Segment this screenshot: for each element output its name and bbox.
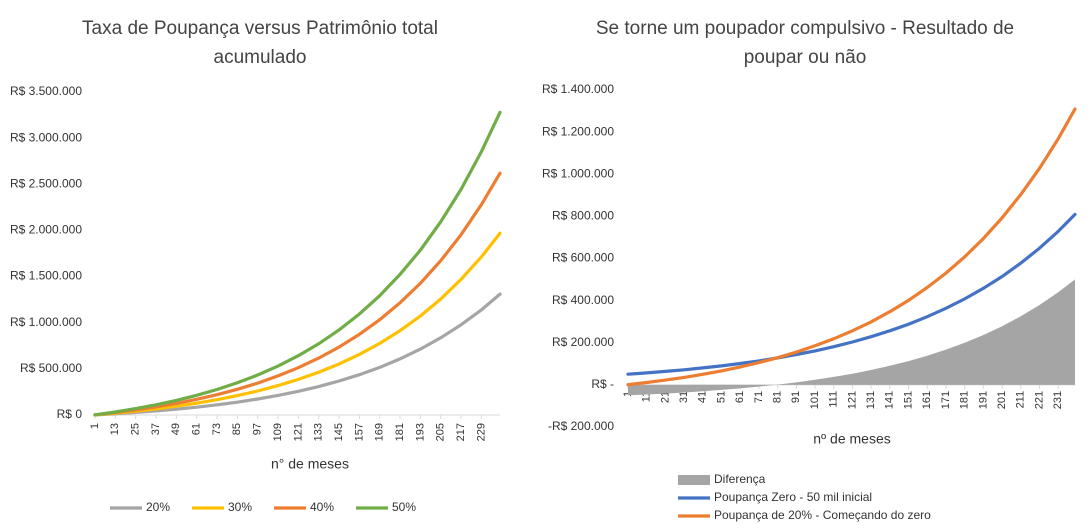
x-tick-label: 145 [333, 423, 345, 441]
x-tick-label: 25 [130, 423, 142, 435]
line [626, 107, 1077, 387]
x-tick-label: 171 [940, 391, 952, 409]
line [93, 110, 502, 417]
x-tick-label: 193 [414, 423, 426, 441]
x-tick-label: 141 [884, 391, 896, 409]
y-tick-label: R$ 1.000.000 [542, 166, 614, 180]
x-tick-label: 201 [996, 391, 1008, 409]
y-tick-label: R$ 2.500.000 [10, 176, 82, 190]
y-tick-label: R$ 0 [57, 407, 83, 421]
line [93, 231, 502, 417]
x-tick-label: 217 [455, 423, 467, 441]
x-tick-label: 157 [353, 423, 365, 441]
x-tick-label: 205 [435, 423, 447, 441]
x-tick-label: 51 [715, 391, 727, 403]
x-tick-label: 169 [374, 423, 386, 441]
chart-title: Se torne um poupador compulsivo - Result… [595, 18, 1015, 68]
y-tick-label: R$ 2.000.000 [10, 223, 82, 237]
x-tick-label: 37 [150, 423, 162, 435]
y-tick-label: R$ 600.000 [552, 251, 614, 265]
x-tick-label: 121 [292, 423, 304, 441]
x-axis-label: nº de meses [813, 431, 891, 447]
x-tick-label: 61 [734, 391, 746, 403]
y-tick-label: R$ 1.200.000 [542, 124, 614, 138]
legend-label: 40% [310, 500, 334, 514]
x-tick-label: 97 [252, 423, 264, 435]
x-tick-label: 101 [809, 391, 821, 409]
x-tick-label: 71 [753, 391, 765, 403]
chart-title: Taxa de Poupança versus Patrimônio total… [82, 18, 438, 68]
x-tick-label: 61 [191, 423, 203, 435]
x-tick-label: 133 [313, 423, 325, 441]
y-tick-label: R$ - [591, 377, 614, 391]
y-tick-label: R$ 3.000.000 [10, 130, 82, 144]
x-tick-label: 109 [272, 423, 284, 441]
x-tick-label: 31 [678, 391, 690, 403]
x-tick-label: 49 [170, 423, 182, 435]
x-tick-label: 81 [772, 391, 784, 403]
legend-label: 50% [392, 500, 416, 514]
x-tick-label: 151 [902, 391, 914, 409]
legend-label: Diferença [714, 472, 766, 486]
x-tick-label: 85 [231, 423, 243, 435]
x-tick-label: 21 [659, 391, 671, 403]
area [628, 279, 1075, 396]
x-tick-label: 13 [109, 423, 121, 435]
y-tick-label: R$ 800.000 [552, 209, 614, 223]
x-tick-label: 1 [89, 423, 101, 429]
legend-label: Poupança de 20% - Começando do zero [714, 508, 931, 522]
x-tick-label: 211 [1015, 391, 1027, 409]
y-tick-label: -R$ 200.000 [548, 419, 614, 433]
y-tick-label: R$ 400.000 [552, 293, 614, 307]
x-tick-label: 1 [622, 391, 634, 397]
x-tick-label: 221 [1033, 391, 1045, 409]
x-tick-label: 11 [641, 391, 653, 402]
y-tick-label: R$ 200.000 [552, 335, 614, 349]
x-tick-label: 161 [921, 391, 933, 409]
x-tick-label: 131 [865, 391, 877, 409]
y-tick-label: R$ 1.500.000 [10, 269, 82, 283]
x-tick-label: 231 [1052, 391, 1064, 409]
y-tick-label: R$ 1.000.000 [10, 315, 82, 329]
y-tick-label: R$ 500.000 [20, 361, 82, 375]
x-tick-label: 111 [828, 391, 840, 408]
y-tick-label: R$ 3.500.000 [10, 84, 82, 98]
line [93, 171, 502, 417]
line [626, 212, 1077, 376]
x-tick-label: 191 [977, 391, 989, 409]
x-tick-label: 73 [211, 423, 223, 435]
x-tick-label: 121 [846, 391, 858, 409]
legend-label: Poupança Zero - 50 mil inicial [714, 490, 872, 504]
x-tick-label: 181 [959, 391, 971, 409]
x-axis-label: n° de meses [271, 456, 349, 472]
y-tick-label: R$ 1.400.000 [542, 82, 614, 96]
legend-label: 30% [228, 500, 252, 514]
x-tick-label: 181 [394, 423, 406, 441]
line [93, 292, 502, 417]
legend-swatch [678, 475, 710, 485]
legend-label: 20% [146, 500, 170, 514]
x-tick-label: 229 [475, 423, 487, 441]
x-tick-label: 41 [697, 391, 709, 403]
x-tick-label: 91 [790, 391, 802, 403]
